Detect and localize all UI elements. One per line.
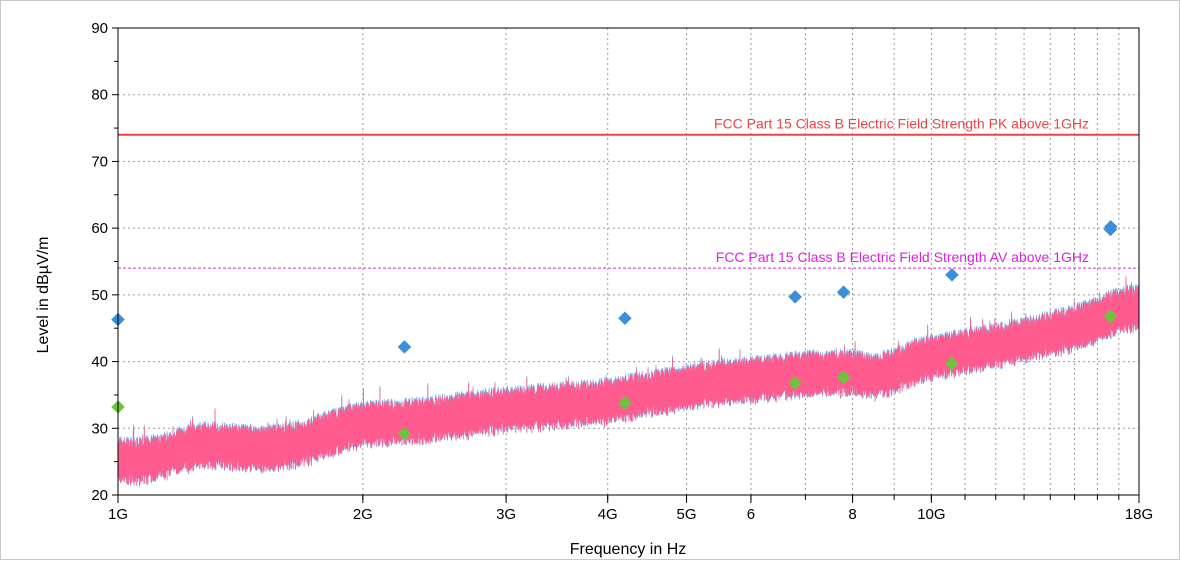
av-limit-label: FCC Part 15 Class B Electric Field Stren…: [716, 249, 1089, 265]
limit-layer: FCC Part 15 Class B Electric Field Stren…: [118, 116, 1139, 269]
x-tick-label: 5G: [677, 506, 697, 523]
y-tick-label: 80: [91, 87, 108, 104]
x-axis-title: Frequency in Hz: [570, 541, 687, 558]
x-tick-label: 2G: [353, 506, 373, 523]
av-marker: [836, 370, 851, 385]
x-tick-label: 8: [848, 506, 856, 523]
x-tick-label: 3G: [496, 506, 516, 523]
y-tick-label: 30: [91, 420, 108, 437]
y-tick-label: 40: [91, 354, 108, 371]
av-marker: [945, 356, 959, 371]
pk-marker: [788, 290, 802, 304]
x-tick-label: 10G: [917, 506, 945, 523]
pk-marker: [397, 340, 412, 354]
y-tick-label: 70: [91, 153, 108, 170]
pk-marker: [618, 311, 632, 326]
grid-layer: [118, 28, 1139, 495]
av-marker: [788, 376, 802, 390]
av-marker: [397, 426, 412, 441]
pk-marker: [1103, 219, 1118, 234]
axis-layer: 20 30 40 50 60 70 80 90 1G 2G 3G 4G 5G 6 8 10G 18G: [91, 20, 1153, 523]
x-tick-label: 6: [747, 506, 755, 523]
y-axis-title: Level in dBµV/m: [35, 237, 52, 354]
measurement-trace: [117, 278, 1140, 486]
y-tick-label: 60: [91, 220, 108, 237]
pk-limit-label: FCC Part 15 Class B Electric Field Stren…: [714, 116, 1089, 132]
pk-marker: [836, 285, 851, 300]
av-marker: [618, 396, 632, 410]
y-tick-label: 50: [91, 287, 108, 304]
y-tick-label: 90: [91, 20, 108, 37]
x-tick-label: 18G: [1125, 506, 1153, 523]
pk-marker: [945, 267, 959, 282]
av-marker: [1103, 309, 1118, 324]
trace-layer: [117, 276, 1140, 487]
x-tick-label: 4G: [598, 506, 618, 523]
plot-border: [117, 27, 1140, 496]
y-tick-label: 20: [91, 487, 108, 504]
x-tick-label: 1G: [108, 506, 128, 523]
